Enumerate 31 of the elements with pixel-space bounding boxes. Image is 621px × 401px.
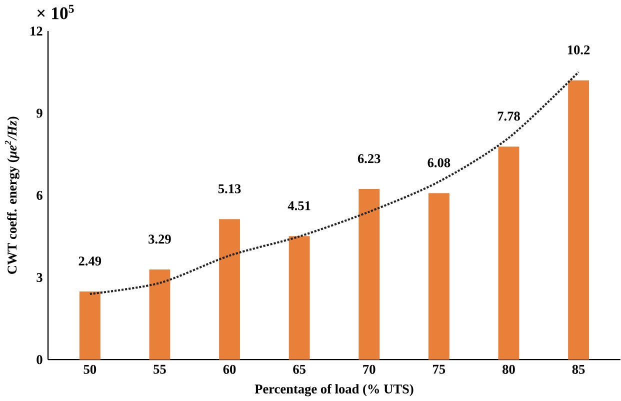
data-label: 10.2 xyxy=(568,45,590,54)
data-label: 4.51 xyxy=(288,201,310,210)
bar xyxy=(288,236,310,360)
text: × 10$^{5}$ xyxy=(37,4,74,20)
data-label: 5.13 xyxy=(218,184,241,194)
bar xyxy=(79,291,100,360)
x-tick-label: 85 xyxy=(572,364,585,374)
x-axis-title: Percentage of load (% UTS) xyxy=(254,384,414,396)
data-label: 2.49 xyxy=(78,256,102,266)
bar xyxy=(568,80,589,360)
data-label: 3.29 xyxy=(148,234,171,244)
y-tick-label: 6 xyxy=(36,190,42,200)
x-tick-label: 75 xyxy=(433,364,446,374)
bar xyxy=(428,193,450,360)
data-label: 6.08 xyxy=(428,158,450,168)
x-tick-label: 60 xyxy=(223,364,236,374)
x-tick-label: 65 xyxy=(293,364,306,374)
x-tick-label: 80 xyxy=(502,364,515,374)
data-label: 7.78 xyxy=(498,112,520,121)
x-tick-label: 55 xyxy=(154,364,166,374)
bar xyxy=(219,219,240,360)
data-label: 6.23 xyxy=(358,154,380,164)
bar xyxy=(149,269,170,360)
bar xyxy=(498,146,520,360)
y-tick-label: 3 xyxy=(36,272,42,282)
y-tick-label: 9 xyxy=(36,108,42,118)
y-tick-label: 12 xyxy=(30,26,42,36)
x-tick-label: 70 xyxy=(363,364,376,374)
y-tick-label: 0 xyxy=(36,355,42,364)
bar xyxy=(358,188,380,360)
x-tick-label: 50 xyxy=(84,364,96,374)
